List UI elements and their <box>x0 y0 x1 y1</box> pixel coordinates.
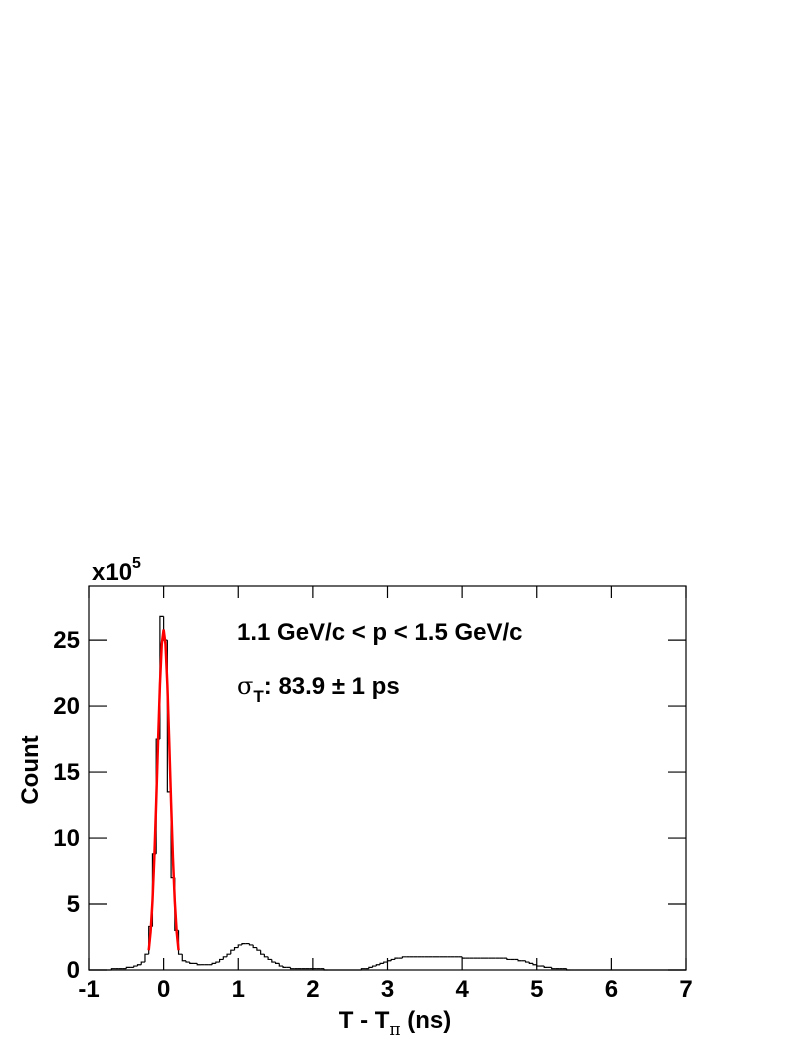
x-axis-label-subscript: π <box>389 1020 400 1040</box>
y-tick-label: 20 <box>53 693 80 720</box>
x-tick-label: -1 <box>78 976 99 1003</box>
histogram-bin <box>566 968 571 971</box>
histogram-bin <box>256 947 261 951</box>
histogram-bin <box>271 959 276 963</box>
y-multiplier: x105 <box>92 555 141 586</box>
histogram-bin <box>551 967 556 970</box>
histogram-bin <box>289 967 295 970</box>
histogram-bin <box>278 963 284 967</box>
y-multiplier-exponent: 5 <box>132 555 141 572</box>
annotation-subscript: T <box>253 687 264 706</box>
x-tick-label: 3 <box>381 976 394 1003</box>
histogram-bin <box>390 958 395 961</box>
histogram-bin <box>263 954 269 958</box>
annotation-text: : 83.9 ± 1 ps <box>264 673 400 700</box>
histogram-bin <box>536 964 541 967</box>
histogram-bin <box>185 960 190 963</box>
histogram-bin <box>241 943 246 945</box>
histogram-bin <box>140 961 145 965</box>
fit-curve <box>147 629 180 951</box>
x-axis-label-suffix: (ns) <box>401 1007 452 1034</box>
histogram-bin <box>543 966 548 968</box>
histogram-bin <box>532 963 537 966</box>
histogram-bin <box>136 964 142 967</box>
annotation-symbol: σ <box>237 672 253 700</box>
x-axis-label-text: T - T <box>339 1007 390 1034</box>
annotation: σT: 83.9 ± 1 ps <box>237 672 400 706</box>
annotation: 1.1 GeV/c < p < 1.5 GeV/c <box>237 619 523 646</box>
histogram-bin <box>506 958 511 961</box>
histogram-bin <box>368 966 373 969</box>
histogram-bin <box>379 962 384 965</box>
histogram-bin <box>230 949 235 955</box>
histogram-bin <box>528 962 534 965</box>
x-tick-label: 6 <box>605 976 618 1003</box>
histogram-bin <box>177 930 183 955</box>
histogram-bin <box>252 944 257 949</box>
x-axis-label: T - Tπ (ns) <box>339 1007 452 1040</box>
histogram-bin <box>517 959 522 962</box>
histogram-bin <box>110 968 116 970</box>
y-axis-label: Count <box>17 735 44 804</box>
x-tick-label: 4 <box>455 976 469 1003</box>
histogram-bin <box>383 961 388 964</box>
histogram-bin <box>181 954 187 962</box>
x-tick-label: 0 <box>157 976 170 1003</box>
x-tick-label: 5 <box>530 976 543 1003</box>
histogram-bin <box>125 966 131 969</box>
histogram-bin <box>222 956 228 960</box>
histogram-bin <box>248 943 254 946</box>
y-tick-label: 0 <box>67 957 80 984</box>
histogram-bin <box>233 946 239 951</box>
y-tick-label: 15 <box>53 759 80 786</box>
histogram-bin <box>267 956 272 961</box>
histogram-bin <box>323 968 328 971</box>
histogram-bin <box>260 950 265 955</box>
x-tick-label: 1 <box>232 976 245 1003</box>
histogram-bin <box>282 966 287 968</box>
histogram-bin <box>215 961 220 964</box>
histogram-bin <box>461 956 466 959</box>
histogram-bin <box>360 968 366 970</box>
y-tick-label: 5 <box>67 891 80 918</box>
histogram-bin <box>196 963 201 966</box>
histogram-bin <box>386 960 392 963</box>
y-tick-label: 25 <box>53 627 80 654</box>
histogram-bin <box>274 962 280 965</box>
histogram-bin <box>375 964 381 967</box>
histogram-bin <box>237 944 242 948</box>
x-tick-label: 2 <box>306 976 319 1003</box>
y-tick-label: 10 <box>53 825 80 852</box>
histogram-bin <box>218 958 224 963</box>
histogram-bin <box>144 953 149 963</box>
y-multiplier-base: x10 <box>92 559 132 586</box>
histogram-bin <box>401 956 407 959</box>
histogram-bin <box>226 953 231 957</box>
histogram-bin <box>524 960 530 963</box>
histogram-bin <box>189 962 194 965</box>
histogram-bin <box>394 957 399 960</box>
x-tick-label: 7 <box>679 976 692 1003</box>
histogram-bin <box>133 965 138 968</box>
histogram-bin <box>371 965 377 968</box>
histogram-bin <box>211 962 216 965</box>
